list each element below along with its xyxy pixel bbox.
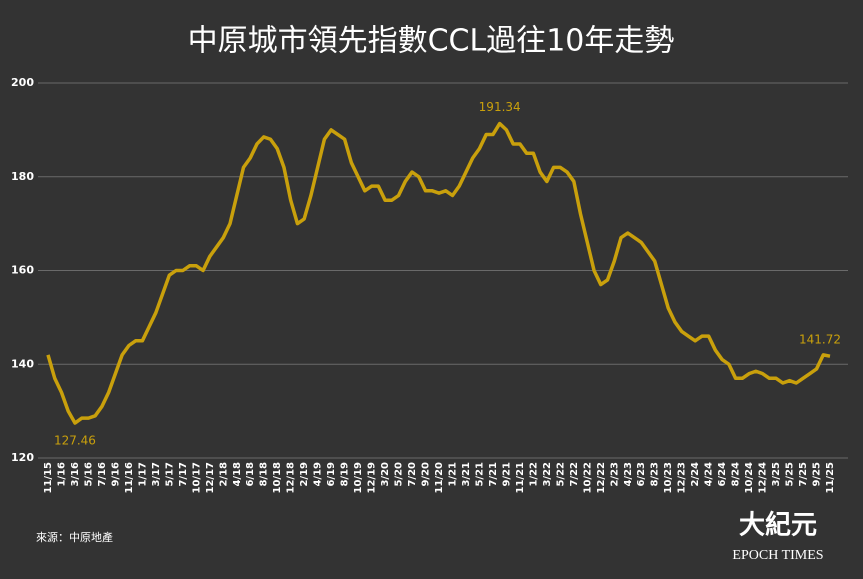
x-tick-label: 7/16 xyxy=(97,462,108,487)
x-tick-label: 4/23 xyxy=(623,462,634,487)
x-tick-label: 5/20 xyxy=(394,462,405,487)
x-tick-label: 11/21 xyxy=(515,462,526,494)
x-tick-label: 12/19 xyxy=(367,462,378,494)
x-tick-label: 10/23 xyxy=(663,462,674,494)
x-tick-label: 3/20 xyxy=(380,462,391,487)
logo-name: 大紀元 xyxy=(739,510,817,541)
x-tick-label: 5/21 xyxy=(474,462,485,487)
x-tick-label: 8/24 xyxy=(731,462,742,487)
y-tick-label: 180 xyxy=(11,170,34,183)
x-tick-label: 2/18 xyxy=(218,462,229,487)
x-tick-label: 4/18 xyxy=(232,462,243,487)
x-tick-label: 10/18 xyxy=(272,462,283,494)
x-tick-label: 9/20 xyxy=(421,462,432,487)
x-tick-label: 12/17 xyxy=(205,462,216,494)
x-tick-label: 3/16 xyxy=(70,462,81,487)
x-tick-label: 8/23 xyxy=(650,462,661,487)
x-tick-label: 1/21 xyxy=(447,462,458,487)
y-tick-label: 140 xyxy=(11,357,34,370)
y-tick-label: 200 xyxy=(11,76,34,89)
x-tick-label: 10/24 xyxy=(744,462,755,494)
y-tick-label: 160 xyxy=(11,264,34,277)
x-tick-label: 11/16 xyxy=(124,462,135,494)
x-tick-label: 9/16 xyxy=(110,462,121,487)
x-tick-label: 11/20 xyxy=(434,462,445,494)
x-tick-label: 1/22 xyxy=(528,462,539,487)
x-tick-label: 6/23 xyxy=(636,462,647,487)
x-tick-label: 7/22 xyxy=(569,462,580,487)
chart-title: 中原城市領先指數CCL過往10年走勢 xyxy=(188,24,675,59)
x-tick-label: 1/16 xyxy=(56,462,67,487)
x-tick-label: 11/15 xyxy=(43,462,54,494)
value-label: 141.72 xyxy=(799,333,841,347)
x-tick-label: 7/21 xyxy=(488,462,499,487)
x-tick-label: 5/16 xyxy=(83,462,94,487)
x-tick-label: 10/19 xyxy=(353,462,364,494)
source: 來源：中原地產 xyxy=(36,530,113,544)
x-tick-label: 10/22 xyxy=(582,462,593,494)
x-tick-label: 7/25 xyxy=(798,462,809,487)
x-tick-label: 9/21 xyxy=(501,462,512,487)
x-tick-label: 3/17 xyxy=(151,462,162,487)
x-tick-label: 12/22 xyxy=(596,462,607,494)
x-tick-label: 6/24 xyxy=(717,462,728,487)
x-tick-label: 6/18 xyxy=(245,462,256,487)
x-tick-label: 8/19 xyxy=(340,462,351,487)
x-tick-label: 2/23 xyxy=(609,462,620,487)
x-tick-label: 3/21 xyxy=(461,462,472,487)
x-tick-label: 9/25 xyxy=(812,462,823,487)
x-tick-label: 6/19 xyxy=(326,462,337,487)
x-tick-label: 3/25 xyxy=(771,462,782,487)
x-tick-label: 3/22 xyxy=(542,462,553,487)
logo-sub: EPOCH TIMES xyxy=(732,548,823,563)
x-tick-label: 12/18 xyxy=(286,462,297,494)
y-tick-label: 120 xyxy=(11,451,34,464)
x-tick-label: 4/19 xyxy=(313,462,324,487)
x-tick-label: 12/24 xyxy=(758,462,769,494)
x-tick-label: 2/24 xyxy=(690,462,701,487)
value-label: 127.46 xyxy=(54,434,96,448)
x-tick-label: 7/17 xyxy=(178,462,189,487)
x-tick-label: 1/17 xyxy=(137,462,148,487)
x-tick-label: 11/25 xyxy=(825,462,836,494)
x-tick-label: 8/18 xyxy=(259,462,270,487)
x-tick-label: 2/19 xyxy=(299,462,310,487)
series-line xyxy=(46,121,831,425)
value-label: 191.34 xyxy=(479,100,521,114)
x-tick-label: 4/24 xyxy=(704,462,715,487)
x-tick-label: 5/22 xyxy=(555,462,566,487)
x-tick-label: 10/17 xyxy=(191,462,202,494)
x-tick-label: 7/20 xyxy=(407,462,418,487)
x-tick-label: 5/25 xyxy=(785,462,796,487)
x-tick-label: 12/23 xyxy=(677,462,688,494)
x-tick-label: 5/17 xyxy=(164,462,175,487)
